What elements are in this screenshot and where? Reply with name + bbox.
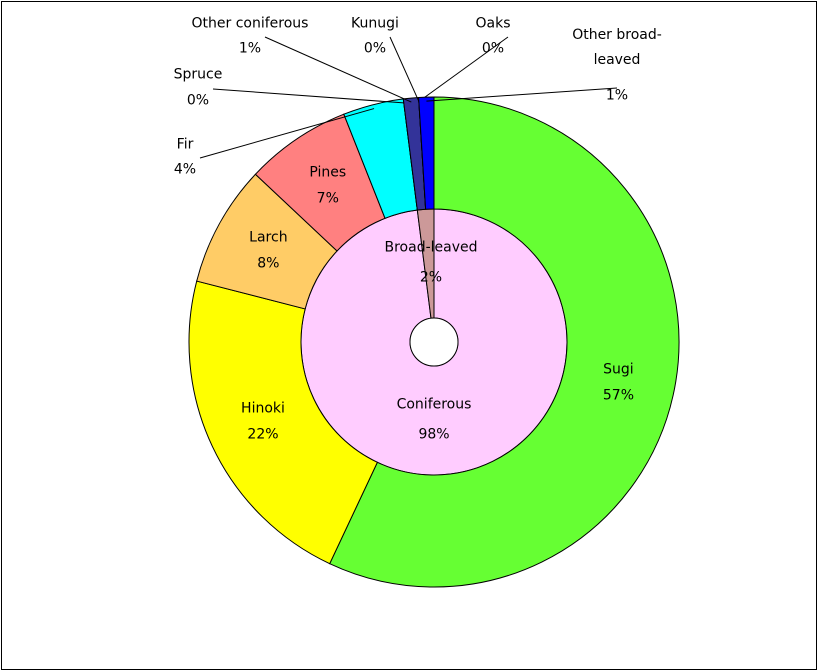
slice-name: Kunugi <box>351 15 399 32</box>
slice <box>188 280 379 565</box>
slice-value: 4% <box>173 161 197 178</box>
slice-value: 57% <box>602 387 634 404</box>
slice-name: Sugi <box>603 361 634 378</box>
leader-line <box>426 87 618 102</box>
leader-line <box>199 108 375 159</box>
slice-value: 7% <box>316 190 339 207</box>
slice-value: 8% <box>257 255 280 272</box>
slice-value: 1% <box>605 87 629 104</box>
slice <box>329 96 680 588</box>
slice-value: 22% <box>247 426 279 443</box>
slice-value: 0% <box>186 92 210 109</box>
slice-name: Hinoki <box>241 400 285 417</box>
slice <box>418 96 435 210</box>
leader-line <box>264 36 412 103</box>
leader-line <box>389 36 420 102</box>
slice-name: Fir <box>176 136 194 153</box>
slice-name: Larch <box>249 229 288 246</box>
leader-line <box>418 36 509 102</box>
slice-value: 98% <box>418 426 450 443</box>
slice-value: 0% <box>363 40 387 57</box>
slice-name: Other broad-leaved <box>572 27 662 68</box>
slice-name: Other coniferous <box>191 15 309 32</box>
leader-line <box>212 88 404 104</box>
slice-name: Spruce <box>173 66 223 83</box>
slice-name: Pines <box>309 164 347 181</box>
slice-value: 1% <box>238 40 262 57</box>
slice-value: 2% <box>419 269 443 286</box>
slice-value: 0% <box>481 40 505 57</box>
slice-name: Oaks <box>475 15 511 32</box>
hole <box>409 317 459 367</box>
slice-name: Broad-leaved <box>384 239 478 256</box>
slice-name: Coniferous <box>396 396 472 413</box>
